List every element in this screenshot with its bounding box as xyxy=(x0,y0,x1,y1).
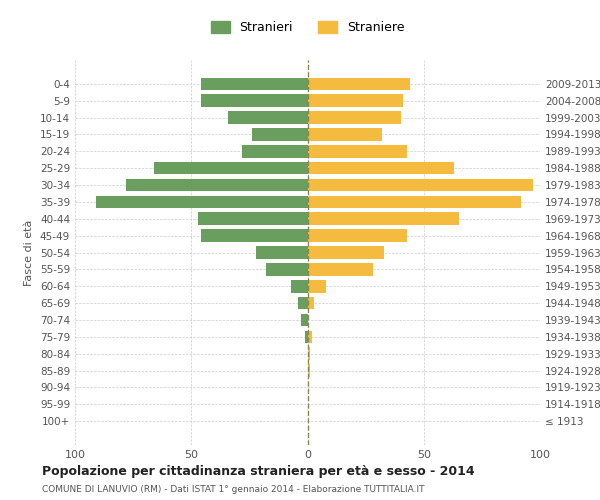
Bar xyxy=(298,297,308,310)
Bar xyxy=(308,78,410,90)
Text: COMUNE DI LANUVIO (RM) - Dati ISTAT 1° gennaio 2014 - Elaborazione TUTTITALIA.IT: COMUNE DI LANUVIO (RM) - Dati ISTAT 1° g… xyxy=(42,485,425,494)
Bar xyxy=(126,178,308,192)
Bar xyxy=(291,280,308,292)
Legend: Stranieri, Straniere: Stranieri, Straniere xyxy=(206,16,409,39)
Bar xyxy=(200,94,308,107)
Bar xyxy=(308,111,401,124)
Bar xyxy=(266,263,308,276)
Bar xyxy=(308,280,326,292)
Bar xyxy=(154,162,308,174)
Bar xyxy=(200,230,308,242)
Bar xyxy=(198,212,308,225)
Y-axis label: Fasce di età: Fasce di età xyxy=(25,220,34,286)
Bar xyxy=(308,263,373,276)
Bar xyxy=(301,314,308,326)
Bar xyxy=(308,330,312,343)
Bar xyxy=(308,212,458,225)
Bar xyxy=(256,246,308,259)
Bar xyxy=(308,348,310,360)
Bar xyxy=(308,178,533,192)
Bar xyxy=(308,230,407,242)
Bar xyxy=(308,364,310,377)
Bar xyxy=(252,128,308,141)
Bar xyxy=(229,111,308,124)
Bar xyxy=(308,145,407,158)
Bar xyxy=(308,162,454,174)
Bar xyxy=(305,330,308,343)
Bar xyxy=(200,78,308,90)
Bar xyxy=(308,128,382,141)
Bar xyxy=(308,196,521,208)
Bar xyxy=(308,297,314,310)
Text: Popolazione per cittadinanza straniera per età e sesso - 2014: Popolazione per cittadinanza straniera p… xyxy=(42,465,475,478)
Bar xyxy=(242,145,308,158)
Bar xyxy=(96,196,308,208)
Bar xyxy=(308,94,403,107)
Bar xyxy=(308,246,384,259)
